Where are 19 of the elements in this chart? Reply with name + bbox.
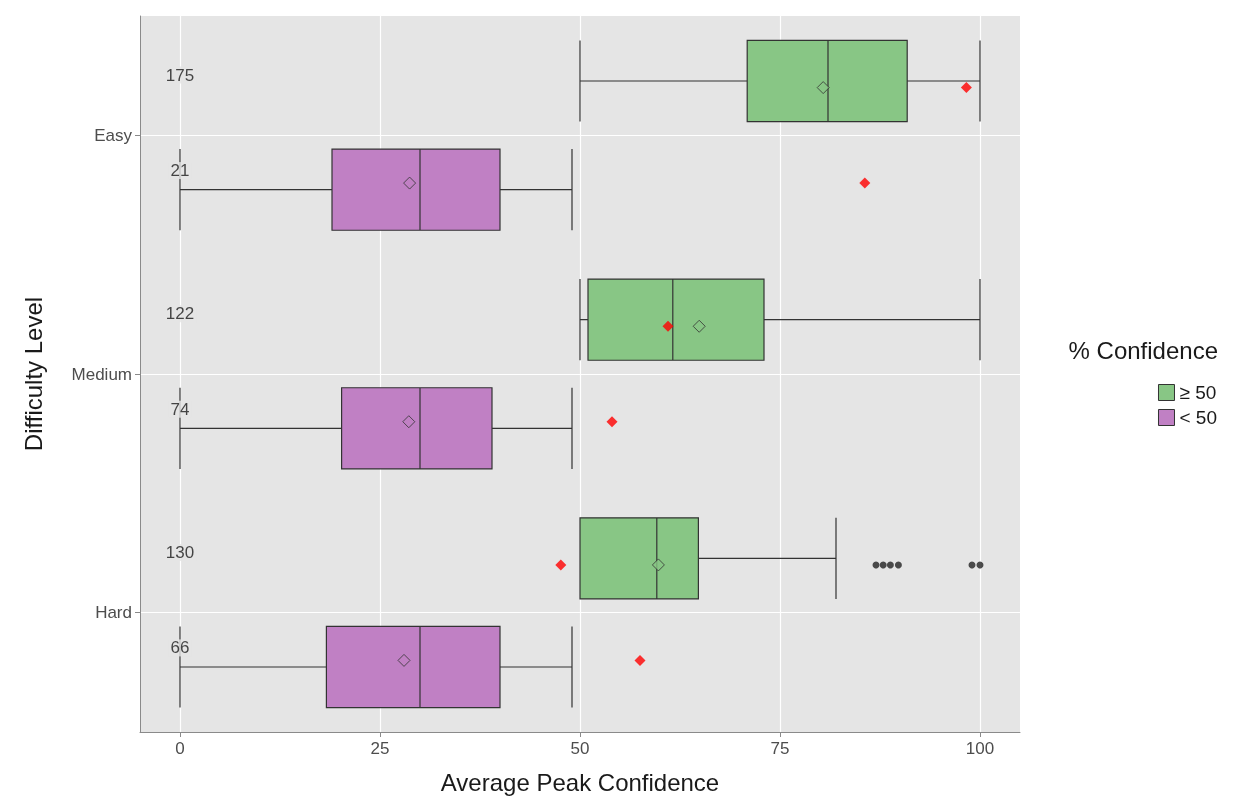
x-axis-title: Average Peak Confidence	[440, 768, 720, 796]
x-tick-label: 0	[175, 739, 185, 758]
text: 130	[165, 542, 195, 562]
x-tick-label: 100	[965, 739, 995, 758]
x-tick-label: 50	[570, 739, 590, 758]
legend-label: < 50	[1179, 407, 1218, 428]
legend-title: % Confidence	[1068, 336, 1219, 364]
y-tick-label: Hard	[95, 603, 132, 623]
y-tick-label: Medium	[71, 364, 132, 384]
text: 122	[165, 304, 195, 324]
legend-label: ≥ 50	[1179, 382, 1217, 403]
text: 66	[170, 638, 190, 658]
x-tick-label: 75	[770, 739, 790, 758]
y-tick-label: Easy	[94, 125, 133, 145]
text: 74	[170, 399, 190, 419]
text: 175	[165, 65, 195, 85]
text: 21	[170, 161, 190, 181]
x-tick-label: 25	[370, 739, 390, 758]
y-axis-title: Difficulty Level	[19, 296, 47, 452]
